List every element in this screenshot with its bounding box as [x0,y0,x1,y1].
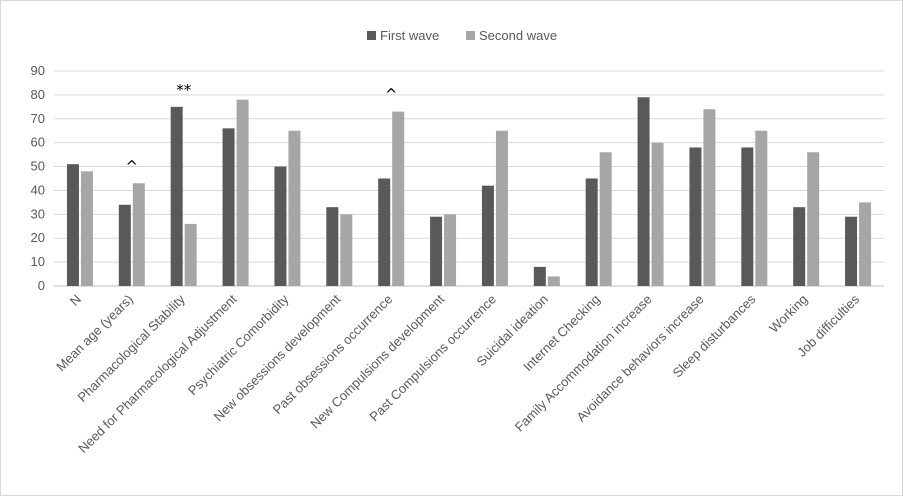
legend-swatch-first-wave [367,31,376,40]
y-tick-label: 40 [31,182,45,197]
bar-second-wave [340,214,353,286]
bar-first-wave [793,207,806,286]
bar-first-wave [741,147,754,286]
y-tick-label: 20 [31,230,45,245]
bar-second-wave [184,223,197,286]
bar-second-wave [651,142,664,286]
bar-first-wave [637,97,650,287]
bar-first-wave [170,106,183,286]
y-tick-label: 0 [38,278,45,293]
bar-first-wave [481,185,494,286]
significance-annotation: ** [176,81,192,99]
legend-label: First wave [380,28,439,43]
bar-second-wave [236,99,249,287]
bar-first-wave [430,216,443,286]
bar-first-wave [222,128,235,286]
bar-second-wave [703,109,716,286]
y-tick-label: 60 [31,135,45,150]
bar-first-wave [378,178,391,286]
bar-second-wave [495,130,508,286]
bar-second-wave [132,183,145,286]
bar-first-wave [585,178,598,286]
category-label: Psychiatric Comorbidity [185,291,292,398]
bar-first-wave [118,204,131,286]
y-tick-label: 50 [31,159,45,174]
bar-second-wave [444,214,457,286]
category-label: Working [766,292,810,336]
bar-first-wave [689,147,702,286]
bar-first-wave [845,216,858,286]
bar-first-wave [533,266,546,286]
y-tick-label: 30 [31,206,45,221]
category-label: N [67,292,84,309]
bar-first-wave [326,207,339,286]
bar-second-wave [288,130,301,286]
bar-second-wave [547,276,560,286]
y-tick-label: 70 [31,111,45,126]
legend-label: Second wave [479,28,557,43]
significance-annotation: ^ [385,86,398,104]
bar-second-wave [599,152,612,286]
bar-second-wave [392,111,405,286]
bar-second-wave [859,202,872,286]
bar-second-wave [755,130,768,286]
bar-first-wave [66,164,79,286]
significance-annotation: ^ [126,157,139,175]
y-tick-label: 10 [31,254,45,269]
category-label: Pharmacological Stability [75,291,189,405]
y-tick-label: 90 [31,63,45,78]
bar-first-wave [274,166,287,286]
bar-second-wave [807,152,820,286]
legend-swatch-second-wave [466,31,475,40]
y-tick-label: 80 [31,87,45,102]
bar-second-wave [80,171,93,286]
